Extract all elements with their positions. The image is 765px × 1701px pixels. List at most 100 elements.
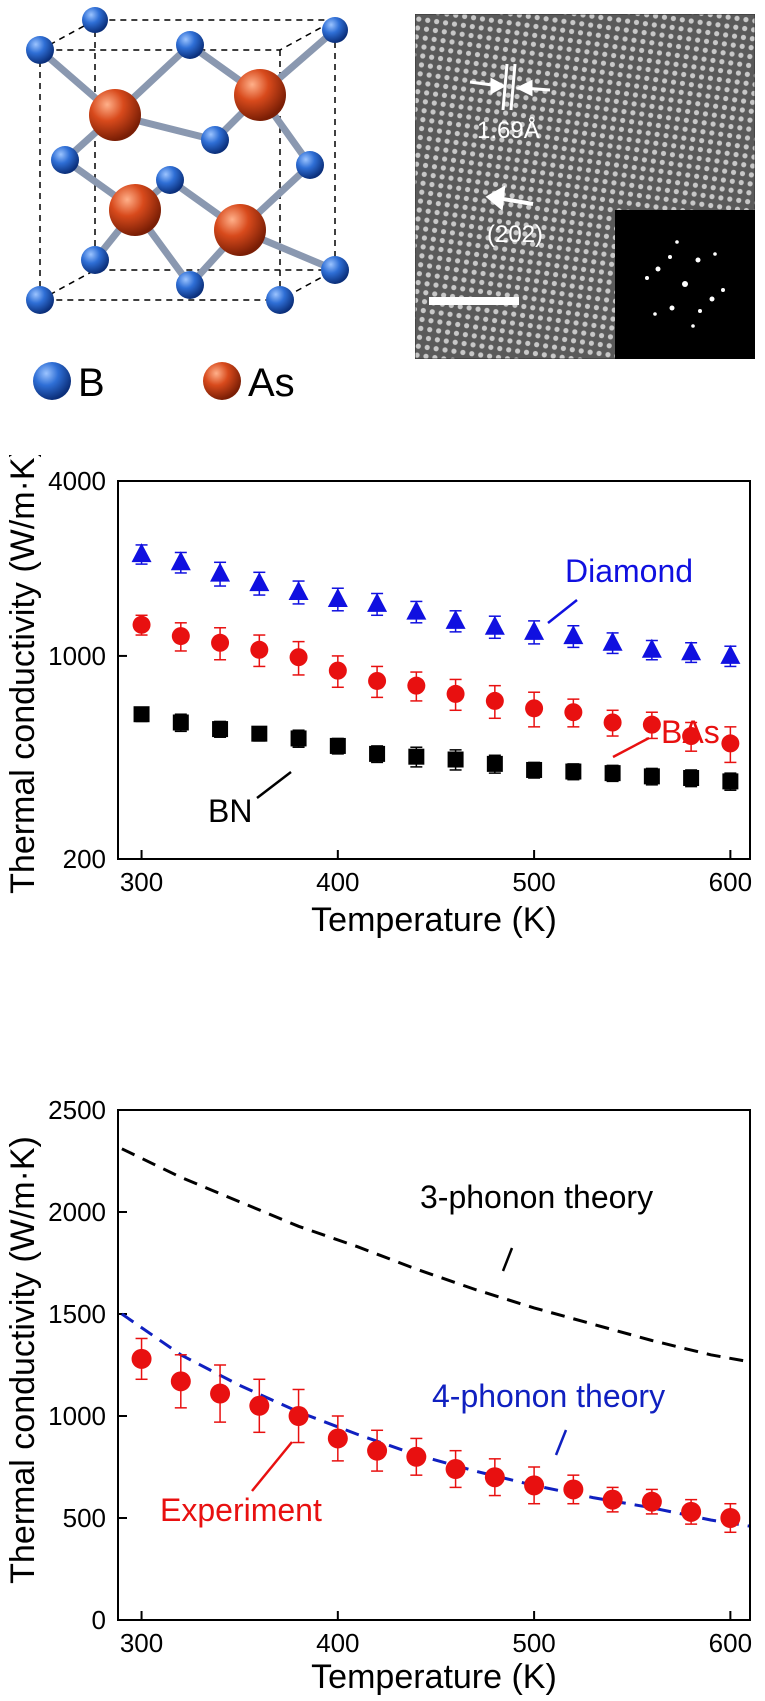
data-point [328, 661, 347, 680]
data-point [288, 580, 309, 600]
y-tick-label: 200 [63, 844, 106, 874]
scale-bar [429, 297, 519, 305]
boron-legend-label: B [78, 361, 105, 404]
data-point [720, 644, 741, 664]
data-point [602, 1489, 623, 1510]
data-point [486, 755, 503, 772]
series-line [121, 1312, 751, 1528]
data-point [290, 730, 307, 747]
data-point [641, 1491, 662, 1512]
x-tick-label: 300 [120, 1628, 163, 1658]
data-point [603, 713, 622, 732]
boron-atom [26, 286, 54, 314]
data-point [329, 737, 346, 754]
data-point [288, 1406, 309, 1426]
data-point [406, 600, 427, 620]
data-point [172, 714, 189, 731]
data-point [210, 1383, 231, 1404]
y-tick-label: 1500 [48, 1299, 106, 1329]
data-point [368, 671, 387, 690]
arsenic-legend-label: As [248, 361, 295, 404]
y-tick-label: 0 [92, 1605, 106, 1635]
data-point [447, 751, 464, 768]
data-point [524, 620, 545, 640]
annotation-diamond: Diamond [565, 553, 693, 589]
boron-atom [156, 166, 184, 194]
data-point [683, 770, 700, 787]
y-tick-label: 4000 [48, 466, 106, 496]
data-point [525, 699, 544, 718]
crystal-structure-diagram [26, 7, 349, 314]
data-point [484, 1467, 505, 1488]
arsenic-atom [89, 89, 141, 141]
annotation-leaders [251, 1247, 568, 1492]
data-point [289, 648, 308, 667]
y-axis-title: Thermal conductivity (W/m·K) [4, 455, 42, 894]
data-point [602, 631, 623, 651]
boron-atom [321, 256, 349, 284]
spacing-indicator [469, 63, 551, 111]
x-tick-label: 600 [709, 867, 752, 897]
boron-atoms [26, 7, 349, 314]
boron-atom [176, 271, 204, 299]
data-point [407, 676, 426, 695]
arsenic-legend-marker [203, 362, 241, 400]
x-tick-label: 400 [316, 1628, 359, 1658]
data-point [445, 1459, 466, 1480]
data-point [132, 615, 151, 634]
plot-frame [117, 1109, 751, 1621]
x-axis-title: Temperature (K) [311, 1658, 557, 1696]
data-point [408, 748, 425, 765]
atom-legend: B As [33, 361, 295, 404]
data-point [721, 734, 740, 753]
x-axis-title: Temperature (K) [311, 901, 557, 939]
boron-atom [266, 286, 294, 314]
arsenic-atoms [89, 69, 286, 256]
data-point [484, 615, 505, 635]
data-point [369, 745, 386, 762]
data-point [526, 761, 543, 778]
data-point [564, 703, 583, 722]
data-point [445, 609, 466, 629]
data-point [170, 551, 191, 571]
data-point [682, 727, 701, 746]
data-point [406, 1446, 427, 1467]
data-point [249, 572, 270, 592]
data-point [211, 633, 230, 652]
data-point [171, 627, 190, 646]
data-point [131, 1348, 152, 1369]
annotation-bn: BN [208, 793, 252, 829]
x-tick-label: 600 [709, 1628, 752, 1658]
y-tick-label: 2000 [48, 1197, 106, 1227]
data-point [327, 1428, 348, 1449]
data-point [251, 725, 268, 742]
series-line [121, 1147, 751, 1364]
data-point [641, 638, 662, 658]
x-tick-label: 400 [316, 867, 359, 897]
arsenic-atom [214, 204, 266, 256]
tem-lattice-image: 1.69Å (202) [415, 14, 755, 359]
x-tick-label: 500 [512, 1628, 555, 1658]
data-point [133, 706, 150, 723]
data-point [681, 641, 702, 661]
arsenic-atom [234, 69, 286, 121]
boron-atom [81, 246, 109, 274]
data-point [565, 763, 582, 780]
data-point [367, 592, 388, 612]
data-point [170, 1371, 191, 1392]
fft-inset [615, 210, 755, 359]
annotation-4-phonon: 4-phonon theory [432, 1378, 665, 1414]
data-point [604, 765, 621, 782]
boron-atom [51, 146, 79, 174]
data-point [446, 684, 465, 703]
plot-frame [117, 480, 751, 860]
arsenic-atom [109, 184, 161, 236]
y-tick-label: 1000 [48, 641, 106, 671]
boron-atom [176, 31, 204, 59]
plane-arrow [485, 185, 534, 211]
spacing-label: 1.69Å [477, 116, 540, 144]
boron-legend-marker [33, 362, 71, 400]
data-point [210, 562, 231, 582]
x-tick-label: 500 [512, 867, 555, 897]
data-point [643, 768, 660, 785]
